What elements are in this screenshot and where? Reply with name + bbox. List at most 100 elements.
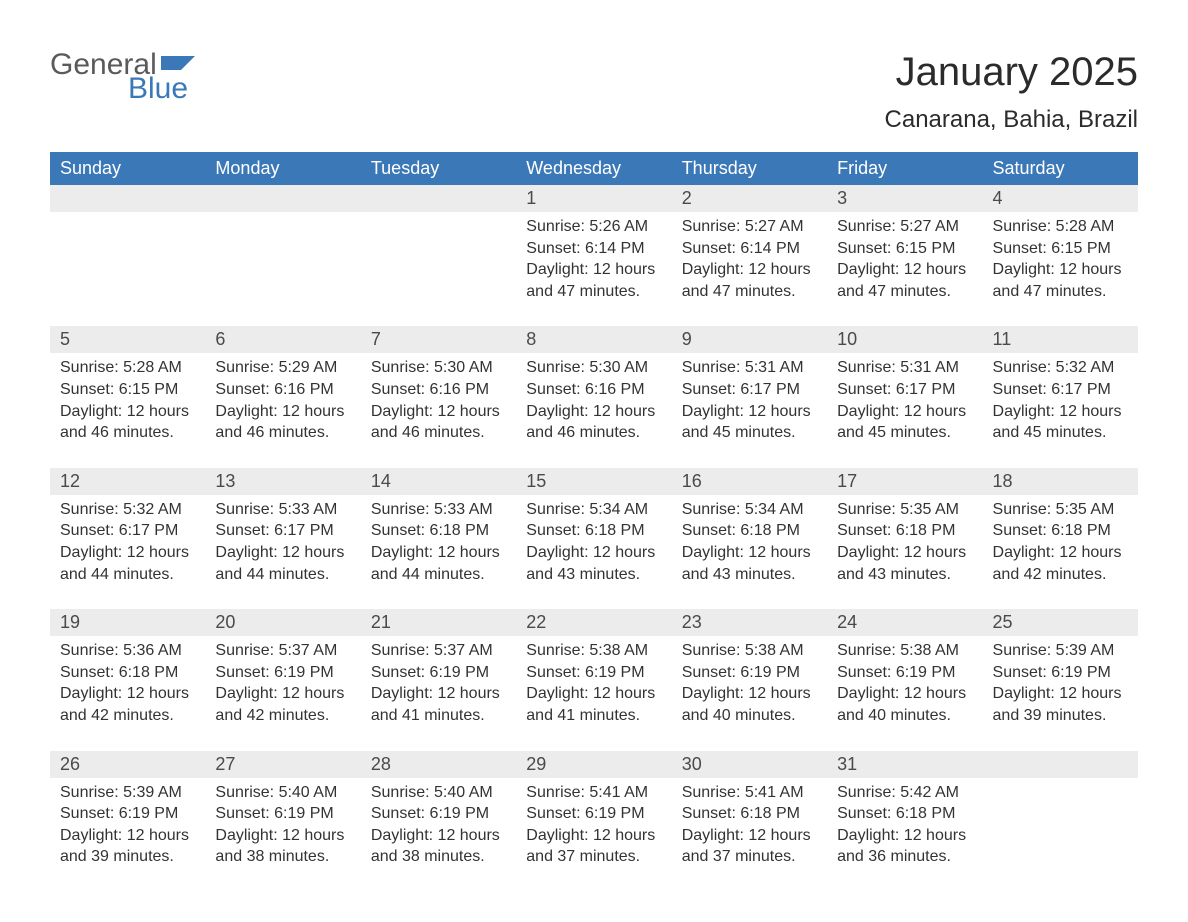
logo-text-blue: Blue <box>128 74 195 104</box>
sunrise-text: Sunrise: 5:39 AM <box>993 640 1128 662</box>
day-number-cell: 28 <box>361 751 516 778</box>
sunset-text: Sunset: 6:19 PM <box>215 662 350 684</box>
day-number: 18 <box>993 471 1013 491</box>
sunrise-text: Sunrise: 5:32 AM <box>60 499 195 521</box>
sunrise-text: Sunrise: 5:32 AM <box>993 357 1128 379</box>
weekday-header: Thursday <box>672 152 827 185</box>
sunset-text: Sunset: 6:18 PM <box>526 520 661 542</box>
day-content-cell: Sunrise: 5:42 AMSunset: 6:18 PMDaylight:… <box>827 778 982 892</box>
daynum-row: 19202122232425 <box>50 609 1138 636</box>
day-number-cell: 25 <box>983 609 1138 636</box>
day-content-cell: Sunrise: 5:37 AMSunset: 6:19 PMDaylight:… <box>361 636 516 750</box>
day-content-cell: Sunrise: 5:26 AMSunset: 6:14 PMDaylight:… <box>516 212 671 326</box>
day-content-cell: Sunrise: 5:36 AMSunset: 6:18 PMDaylight:… <box>50 636 205 750</box>
day-content-cell: Sunrise: 5:38 AMSunset: 6:19 PMDaylight:… <box>672 636 827 750</box>
day-content-cell: Sunrise: 5:35 AMSunset: 6:18 PMDaylight:… <box>827 495 982 609</box>
day-content-cell: Sunrise: 5:27 AMSunset: 6:14 PMDaylight:… <box>672 212 827 326</box>
daylight-text: Daylight: 12 hours and 38 minutes. <box>215 825 350 868</box>
day-number: 15 <box>526 471 546 491</box>
daylight-text: Daylight: 12 hours and 45 minutes. <box>993 401 1128 444</box>
sunrise-text: Sunrise: 5:38 AM <box>526 640 661 662</box>
daylight-text: Daylight: 12 hours and 47 minutes. <box>837 259 972 302</box>
sunrise-text: Sunrise: 5:26 AM <box>526 216 661 238</box>
sunrise-text: Sunrise: 5:40 AM <box>215 782 350 804</box>
weekday-header: Friday <box>827 152 982 185</box>
sunset-text: Sunset: 6:19 PM <box>837 662 972 684</box>
day-content-cell: Sunrise: 5:38 AMSunset: 6:19 PMDaylight:… <box>516 636 671 750</box>
day-content-cell: Sunrise: 5:30 AMSunset: 6:16 PMDaylight:… <box>516 353 671 467</box>
sunset-text: Sunset: 6:19 PM <box>371 662 506 684</box>
sunrise-text: Sunrise: 5:30 AM <box>526 357 661 379</box>
sunrise-text: Sunrise: 5:35 AM <box>837 499 972 521</box>
day-number: 2 <box>682 188 692 208</box>
day-number-cell: 29 <box>516 751 671 778</box>
day-content-cell: Sunrise: 5:41 AMSunset: 6:19 PMDaylight:… <box>516 778 671 892</box>
day-number-cell: 15 <box>516 468 671 495</box>
month-title: January 2025 <box>885 50 1138 94</box>
day-number-cell: 30 <box>672 751 827 778</box>
day-content-cell: Sunrise: 5:40 AMSunset: 6:19 PMDaylight:… <box>205 778 360 892</box>
sunset-text: Sunset: 6:18 PM <box>371 520 506 542</box>
sunrise-text: Sunrise: 5:41 AM <box>682 782 817 804</box>
day-content-cell: Sunrise: 5:39 AMSunset: 6:19 PMDaylight:… <box>983 636 1138 750</box>
day-number-cell: 3 <box>827 185 982 212</box>
daylight-text: Daylight: 12 hours and 41 minutes. <box>371 683 506 726</box>
day-content-cell: Sunrise: 5:37 AMSunset: 6:19 PMDaylight:… <box>205 636 360 750</box>
daylight-text: Daylight: 12 hours and 45 minutes. <box>837 401 972 444</box>
daylight-text: Daylight: 12 hours and 36 minutes. <box>837 825 972 868</box>
day-number-cell <box>983 751 1138 778</box>
day-content-cell: Sunrise: 5:28 AMSunset: 6:15 PMDaylight:… <box>50 353 205 467</box>
day-number-cell: 18 <box>983 468 1138 495</box>
daylight-text: Daylight: 12 hours and 42 minutes. <box>60 683 195 726</box>
daylight-text: Daylight: 12 hours and 43 minutes. <box>526 542 661 585</box>
location: Canarana, Bahia, Brazil <box>885 106 1138 134</box>
sunset-text: Sunset: 6:16 PM <box>526 379 661 401</box>
day-content-cell: Sunrise: 5:31 AMSunset: 6:17 PMDaylight:… <box>672 353 827 467</box>
sunset-text: Sunset: 6:19 PM <box>993 662 1128 684</box>
day-number-cell <box>50 185 205 212</box>
day-number-cell: 10 <box>827 326 982 353</box>
day-number-cell: 4 <box>983 185 1138 212</box>
sunset-text: Sunset: 6:15 PM <box>60 379 195 401</box>
sunset-text: Sunset: 6:14 PM <box>526 238 661 260</box>
sunset-text: Sunset: 6:19 PM <box>682 662 817 684</box>
day-number-cell: 22 <box>516 609 671 636</box>
sunset-text: Sunset: 6:17 PM <box>682 379 817 401</box>
day-number-cell <box>205 185 360 212</box>
day-number: 1 <box>526 188 536 208</box>
sunrise-text: Sunrise: 5:42 AM <box>837 782 972 804</box>
sunrise-text: Sunrise: 5:31 AM <box>682 357 817 379</box>
day-content-cell: Sunrise: 5:29 AMSunset: 6:16 PMDaylight:… <box>205 353 360 467</box>
day-number-cell: 6 <box>205 326 360 353</box>
day-number: 4 <box>993 188 1003 208</box>
day-number-cell: 16 <box>672 468 827 495</box>
sunrise-text: Sunrise: 5:39 AM <box>60 782 195 804</box>
sunrise-text: Sunrise: 5:38 AM <box>682 640 817 662</box>
daylight-text: Daylight: 12 hours and 39 minutes. <box>993 683 1128 726</box>
sunrise-text: Sunrise: 5:27 AM <box>682 216 817 238</box>
day-number: 12 <box>60 471 80 491</box>
content-row: Sunrise: 5:26 AMSunset: 6:14 PM Daylight:… <box>50 212 1138 326</box>
day-number-cell: 27 <box>205 751 360 778</box>
sunset-text: Sunset: 6:17 PM <box>215 520 350 542</box>
sunset-text: Sunset: 6:18 PM <box>837 803 972 825</box>
day-number: 28 <box>371 754 391 774</box>
day-content-cell <box>361 212 516 326</box>
weekday-header: Monday <box>205 152 360 185</box>
day-number: 26 <box>60 754 80 774</box>
day-content-cell: Sunrise: 5:40 AMSunset: 6:19 PMDaylight:… <box>361 778 516 892</box>
day-number-cell: 24 <box>827 609 982 636</box>
day-content-cell: Sunrise: 5:34 AMSunset: 6:18 PMDaylight:… <box>672 495 827 609</box>
day-content-cell: Sunrise: 5:38 AMSunset: 6:19 PMDaylight:… <box>827 636 982 750</box>
day-number-cell: 20 <box>205 609 360 636</box>
sunset-text: Sunset: 6:15 PM <box>837 238 972 260</box>
day-number: 23 <box>682 612 702 632</box>
daylight-text: Daylight: 12 hours and 44 minutes. <box>60 542 195 585</box>
sunrise-text: Sunrise: 5:36 AM <box>60 640 195 662</box>
day-number: 13 <box>215 471 235 491</box>
sunrise-text: Sunrise: 5:40 AM <box>371 782 506 804</box>
day-content-cell <box>50 212 205 326</box>
daynum-row: 1 2 34 <box>50 185 1138 212</box>
day-number-cell <box>361 185 516 212</box>
calendar-page: General Blue January 2025 Canarana, Bahi… <box>0 0 1188 922</box>
